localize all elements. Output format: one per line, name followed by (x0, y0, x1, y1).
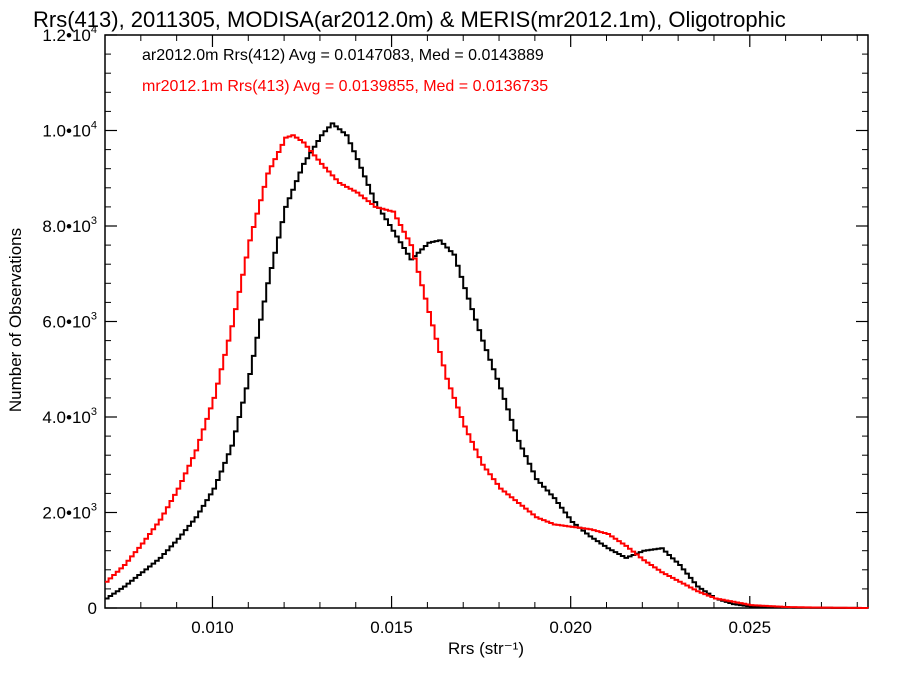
y-tick-exponent: 3 (91, 215, 97, 227)
y-tick-label: 2.0•103 (42, 502, 97, 523)
y-tick-exponent: 4 (91, 120, 97, 132)
y-tick-label: 4.0•103 (42, 406, 97, 427)
x-axis-label: Rrs (str⁻¹) (448, 639, 524, 658)
chart-title: Rrs(413), 2011305, MODISA(ar2012.0m) & M… (33, 7, 786, 32)
y-tick-label: 0 (88, 599, 97, 618)
y-tick-mantissa: 1.0•10 (42, 122, 91, 141)
x-tick-label: 0.025 (729, 618, 772, 637)
series-line-0 (105, 122, 869, 609)
y-tick-mantissa: 1.2•10 (42, 26, 91, 45)
plot-frame (104, 34, 869, 609)
legend-entry-0: ar2012.0m Rrs(412) Avg = 0.0147083, Med … (142, 47, 544, 64)
y-tick-mantissa: 8.0•10 (42, 217, 91, 236)
x-tick-label: 0.010 (191, 618, 234, 637)
x-tick-label: 0.015 (370, 618, 413, 637)
y-tick-label: 1.2•104 (42, 24, 97, 45)
y-tick-label: 6.0•103 (42, 311, 97, 332)
y-tick-mantissa: 0 (88, 599, 97, 618)
y-tick-mantissa: 2.0•10 (42, 504, 91, 523)
y-axis-label: Number of Observations (6, 228, 25, 412)
y-tick-exponent: 4 (91, 24, 97, 36)
series-line-1 (105, 134, 869, 609)
y-tick-mantissa: 6.0•10 (42, 313, 91, 332)
y-tick-exponent: 3 (91, 311, 97, 323)
y-tick-label: 8.0•103 (42, 215, 97, 236)
y-tick-exponent: 3 (91, 502, 97, 514)
series-layer (105, 122, 869, 609)
x-tick-label: 0.020 (549, 618, 592, 637)
axis-ticks: 0.010 0.015 0.020 0.02502.0•1034.0•1036.0•1… (42, 24, 868, 637)
y-tick-label: 1.0•104 (42, 120, 97, 141)
y-tick-exponent: 3 (91, 406, 97, 418)
y-tick-mantissa: 4.0•10 (42, 408, 91, 427)
legend-entry-1: mr2012.1m Rrs(413) Avg = 0.0139855, Med … (142, 78, 548, 95)
